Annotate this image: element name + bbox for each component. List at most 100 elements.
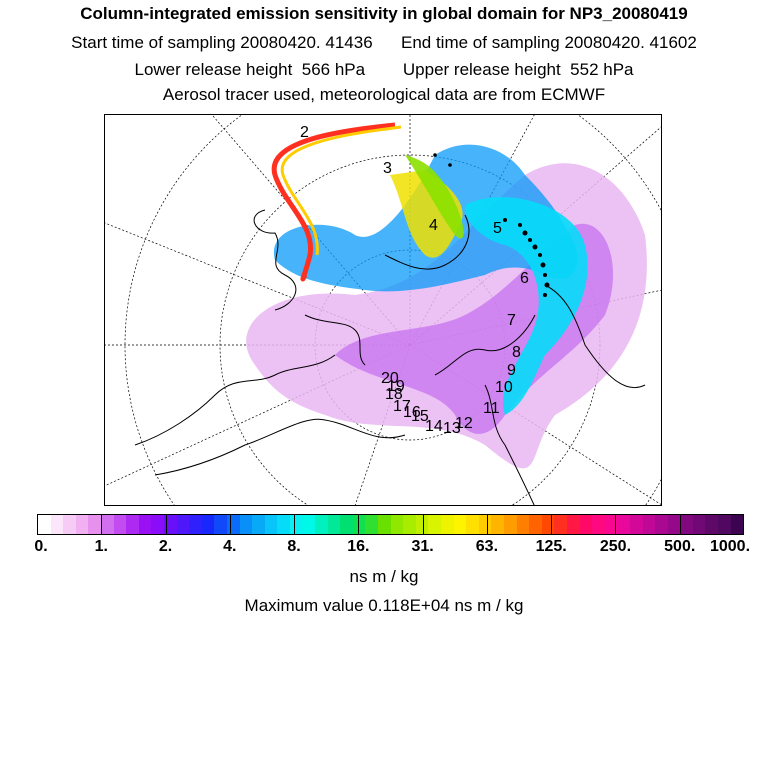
trajectory-label: 6	[520, 270, 529, 287]
colorbar-tick	[422, 514, 424, 535]
colorbar-tick-label: 0.	[34, 538, 48, 555]
colorbar-units: ns m / kg	[349, 567, 419, 586]
colorbar-swatch	[441, 515, 454, 534]
colorbar-swatch	[214, 515, 227, 534]
colorbar-swatch	[289, 515, 303, 534]
colorbar-swatch	[503, 515, 517, 534]
colorbar-swatch	[453, 515, 467, 534]
colorbar-swatch	[516, 515, 530, 534]
colorbar-swatch	[189, 515, 202, 534]
colorbar-tick-label: 250.	[599, 538, 632, 555]
colorbar-tick-label: 63.	[475, 538, 499, 555]
colorbar-swatch	[579, 515, 593, 534]
colorbar-swatch	[680, 515, 693, 534]
colorbar-tick-label: 8.	[287, 538, 301, 555]
colorbar-swatch	[466, 515, 479, 534]
trajectory-label: 7	[507, 312, 516, 329]
colorbar-swatch	[113, 515, 127, 534]
colorbar-swatch	[692, 515, 706, 534]
colorbar-swatch	[176, 515, 190, 534]
colorbar-tick-label: 125.	[535, 538, 567, 555]
trajectory-label: 13	[443, 420, 461, 437]
colorbar-swatch	[302, 515, 316, 534]
release-height-line: Lower release height 566 hPa Upper relea…	[134, 60, 634, 79]
colorbar-swatch	[50, 515, 64, 534]
trajectory-label: 12	[455, 415, 473, 432]
coastlines	[134, 209, 646, 505]
trajectory-label: 19	[387, 378, 405, 395]
colorbar-swatch	[88, 515, 101, 534]
colorbar-tick-label: 500.	[664, 538, 696, 555]
maximum-value-label: Maximum value 0.118E+04 ns m / kg	[244, 596, 524, 615]
colorbar-tick-label: 1000.	[709, 538, 751, 555]
colorbar-swatch	[705, 515, 719, 534]
colorbar-tick	[615, 514, 617, 535]
colorbar-tick	[101, 514, 103, 535]
colorbar-swatch	[365, 515, 379, 534]
trajectory-label: 3	[383, 160, 392, 177]
colorbar-swatch	[126, 515, 139, 534]
colorbar-swatch	[667, 515, 681, 534]
trajectory-label: 16	[403, 404, 421, 421]
trajectory-label: 18	[385, 386, 403, 403]
colorbar-swatch	[63, 515, 76, 534]
trajectory-label: 8	[512, 344, 521, 361]
colorbar-swatch	[642, 515, 656, 534]
colorbar-swatch	[604, 515, 618, 534]
colorbar-tick	[294, 514, 296, 535]
colorbar	[37, 514, 744, 535]
colorbar-tick-label: 31.	[411, 538, 434, 555]
colorbar-swatch	[378, 515, 391, 534]
colorbar-swatch	[529, 515, 542, 534]
map-title: Column-integrated emission sensitivity i…	[80, 4, 688, 23]
trajectory-label: 14	[425, 418, 443, 435]
release-points	[433, 153, 550, 297]
colorbar-swatch	[390, 515, 404, 534]
colorbar-tick	[165, 514, 167, 535]
colorbar-swatch	[264, 515, 278, 534]
map-panel: 2 3 4 5 6 7 8 9 10 11 12 13 14 15 16 17 …	[104, 114, 662, 506]
colorbar-swatch	[655, 515, 668, 534]
colorbar-tick	[679, 514, 681, 535]
trajectory-label: 2	[300, 124, 309, 141]
colorbar-swatch	[566, 515, 580, 534]
colorbar-swatch	[239, 515, 253, 534]
colorbar-swatch	[340, 515, 353, 534]
map-canvas	[105, 115, 661, 505]
colorbar-swatch	[163, 515, 177, 534]
colorbar-swatch	[428, 515, 441, 534]
colorbar-tick	[551, 514, 553, 535]
colorbar-swatch	[201, 515, 215, 534]
colorbar-swatch	[327, 515, 341, 534]
colorbar-tick-label: 4.	[223, 538, 237, 555]
tracer-info-line: Aerosol tracer used, meteorological data…	[162, 85, 606, 104]
colorbar-swatch	[491, 515, 504, 534]
colorbar-swatch	[629, 515, 643, 534]
trajectory-label: 5	[493, 220, 502, 237]
colorbar-swatch	[554, 515, 567, 534]
trajectory-label-layer: 2 3 4 5 6 7 8 9 10 11 12 13 14 15 16 17 …	[300, 124, 529, 437]
colorbar-tick-label: 2.	[158, 538, 173, 555]
trajectory-label: 15	[411, 408, 429, 425]
colorbar-swatch	[617, 515, 630, 534]
trajectory-label: 10	[495, 379, 513, 396]
trajectory-label: 4	[429, 217, 438, 234]
trajectory-label: 9	[507, 362, 516, 379]
colorbar-swatch	[315, 515, 328, 534]
colorbar-ticks: 0. 1. 2. 4. 8. 16. 31. 63. 125. 250. 500. 1000.	[0, 514, 768, 574]
trajectory-arc	[271, 122, 396, 282]
colorbar-swatch	[277, 515, 290, 534]
colorbar-swatch	[730, 515, 744, 534]
colorbar-swatch	[592, 515, 605, 534]
trajectory-arc-inner	[280, 125, 402, 256]
trajectory-label: 20	[381, 370, 399, 387]
colorbar-swatch	[100, 515, 114, 534]
trajectory-label: 17	[393, 398, 411, 415]
colorbar-tick	[229, 514, 231, 535]
colorbar-swatch	[718, 515, 731, 534]
colorbar-swatch	[138, 515, 152, 534]
colorbar-tick	[486, 514, 488, 535]
colorbar-tick-label: 16.	[347, 538, 370, 555]
colorbar-tick-label: 1.	[94, 538, 108, 555]
colorbar-swatch	[151, 515, 164, 534]
